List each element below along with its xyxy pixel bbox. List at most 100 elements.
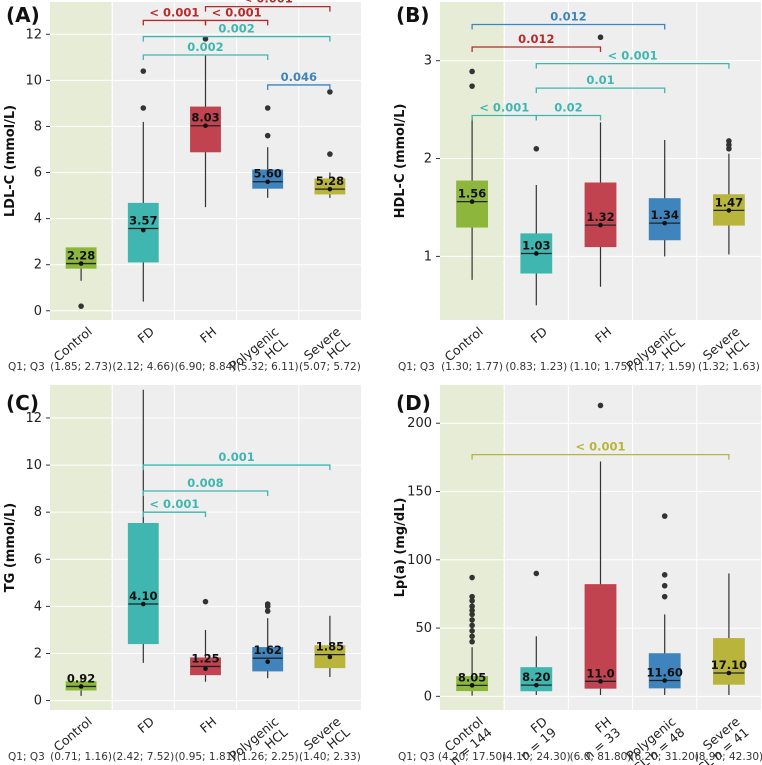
y-tick-label: 150 [407,485,432,500]
median-label: 2.28 [67,249,95,263]
bracket-line [471,114,537,121]
box-iqr [712,638,745,685]
y-tick-label: 6 [34,552,42,567]
bracket-line [471,46,602,53]
outlier-point [469,68,475,75]
p-value-label: 0.01 [586,73,614,87]
x-tick-label: FH [592,324,614,346]
p-value-label: < 0.001 [608,49,658,63]
outlier-point [661,593,668,600]
outlier-point [202,36,209,42]
y-tick-label: 4 [34,599,42,614]
significance-bracket: 0.002 [142,40,269,60]
quartile-text: (0.83; 1.23) [505,361,567,373]
significance-bracket: 0.002 [142,22,331,42]
median-label: 8.20 [522,670,550,684]
x-tick-label: Control [442,324,486,365]
y-tick-label: 8 [34,505,42,520]
outlier-point [661,582,668,589]
x-tick-label: Control [51,714,95,755]
box-iqr [127,522,159,645]
box-iqr [127,202,159,263]
median-label: 5.28 [316,174,344,188]
x-tick-label: FH [197,714,219,736]
outlier-point [726,138,732,144]
outlier-point [264,105,271,111]
y-tick-label: 10 [25,73,42,88]
quartile-text: (8.90; 42.30) [695,751,762,763]
y-tick-label: 4 [34,212,42,227]
bracket-line [471,453,730,460]
mean-point [203,123,208,129]
quartile-text: (1.32; 1.63) [698,361,760,373]
box-fd: 1.03 FD (0.83; 1.23) [505,145,567,373]
significance-bracket: < 0.001 [471,101,537,121]
outlier-point [469,633,475,640]
x-tick-label: FD [134,324,157,346]
y-tick-label: 1 [424,249,432,264]
mean-point [265,659,271,665]
significance-bracket: 0.001 [142,450,331,471]
mean-point [141,227,146,233]
outlier-point [597,402,604,409]
y-axis-label: LDL-C (mmol/L) [3,105,18,217]
significance-bracket: < 0.001 [204,0,331,12]
bracket-line [142,464,331,471]
median-label: 1.03 [522,238,550,252]
mean-point [598,222,603,228]
outlier-point [533,145,540,152]
significance-bracket: < 0.001 [142,497,207,518]
quartile-row-label: Q1; Q3 [8,751,45,763]
outlier-point [140,68,147,74]
box-iqr [252,169,284,189]
outlier-point [661,572,668,578]
outlier-point [469,603,475,610]
box-iqr [584,584,617,689]
median-label: 1.62 [254,643,282,657]
outlier-point [469,593,475,600]
significance-bracket: 0.012 [471,10,666,30]
y-tick-label: 100 [407,553,432,568]
bracket-line [142,35,331,42]
outlier-point [202,598,209,605]
y-axis-label: TG (mmol/L) [3,503,18,592]
significance-bracket: 0.008 [142,476,269,496]
quartile-text: (5.07; 5.72) [299,361,361,373]
y-tick-label: 12 [25,27,42,42]
median-label: 8.05 [458,670,486,684]
bracket-line [204,19,269,26]
panel-title: (B) [396,3,430,27]
mean-point [78,684,84,689]
mean-point [662,220,667,226]
mean-point [662,678,667,683]
significance-bracket: < 0.001 [204,5,269,26]
y-tick-label: 50 [415,621,432,636]
outlier-point [264,601,271,607]
box-iqr [584,182,617,248]
bracket-line [535,62,730,69]
mean-point [327,186,333,192]
median-label: 4.10 [129,589,157,603]
median-label: 0.92 [67,671,95,685]
x-tick-label: FD [134,714,157,736]
outlier-point [597,34,604,41]
p-value-label: 0.012 [550,10,586,24]
y-tick-label: 2 [34,646,42,661]
quartile-text: (1.85; 2.73) [50,361,112,373]
outlier-point [78,303,84,309]
outlier-point [469,638,475,645]
significance-bracket: 0.046 [267,70,331,90]
quartile-text: (0.95; 1.81) [175,751,237,763]
outlier-point [469,83,475,89]
panel-b: 1 2 3 HDL-C (mmol/L) 1.56 Control(1.30; 1.77)… [393,2,761,373]
bracket-line [204,5,331,12]
bracket-line [267,84,331,90]
box-iqr [648,198,681,241]
quartile-text: (1.17; 1.59) [634,361,696,373]
p-value-label: 0.012 [518,32,554,46]
panel-title: (C) [6,391,39,415]
y-tick-label: 0 [34,694,42,709]
mean-point [265,179,271,185]
